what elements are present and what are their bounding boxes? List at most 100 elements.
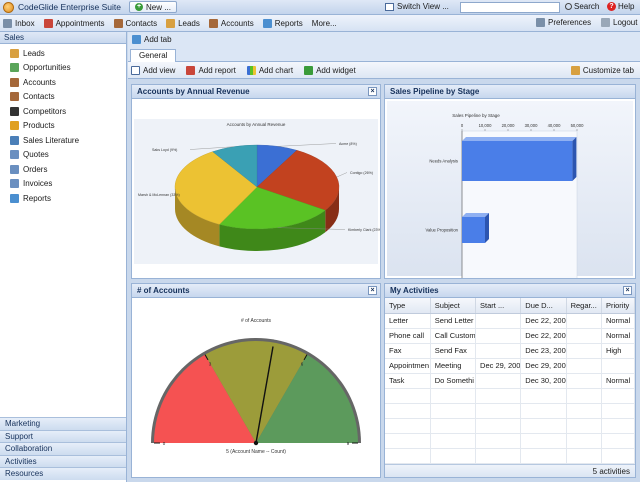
add-chart-label: Add chart (258, 65, 294, 75)
sidebar-item-contacts[interactable]: Contacts (0, 90, 126, 105)
table-cell: Normal (601, 328, 636, 344)
table-cell (475, 328, 522, 344)
table-row[interactable]: Letter Send Letter Dec 22, 200 Normal (385, 313, 636, 329)
bar-tick-label: 50,000 (571, 123, 584, 128)
table-row[interactable]: Appointmen Meeting Dec 29, 200 Dec 29, 200 (385, 358, 636, 374)
close-icon[interactable]: × (623, 286, 632, 295)
sidebar-item-leads[interactable]: Leads (0, 46, 126, 61)
widget-icon (304, 65, 314, 75)
sidebar-section-resources[interactable]: Resources (0, 467, 126, 480)
orders-icon (10, 164, 19, 174)
sidebar-item-quotes[interactable]: Quotes (0, 148, 126, 163)
add-tab-button[interactable]: Add tab (128, 32, 640, 46)
pie-label-leader (174, 188, 177, 195)
sidebar-item-orders[interactable]: Orders (0, 162, 126, 177)
accounts-gauge-chart: # of Accounts 0 3 6 9 5 (Account Name -- Co… (151, 318, 361, 455)
close-icon[interactable]: × (368, 87, 377, 96)
sidebar-item-accounts[interactable]: Accounts (0, 75, 126, 90)
window-icon (385, 2, 394, 11)
gauge-tick (303, 354, 308, 361)
nav-item-inbox[interactable]: Inbox (3, 18, 35, 28)
competitor-icon (10, 106, 19, 116)
sidebar-section-collaboration[interactable]: Collaboration (0, 442, 126, 455)
table-cell (385, 388, 431, 404)
table-cell (475, 403, 522, 419)
column-header[interactable]: Priority (601, 298, 636, 314)
add-report-button[interactable]: Add report (186, 65, 236, 75)
tab-general[interactable]: General (130, 49, 177, 62)
column-header[interactable]: Type (385, 298, 431, 314)
contacts-book-icon (10, 92, 19, 102)
preferences-button[interactable]: Preferences (536, 18, 591, 27)
sidebar-item-label: Products (23, 121, 55, 131)
empty-row (385, 448, 636, 464)
add-tab-label: Add tab (144, 34, 172, 44)
table-row[interactable]: Phone call Call Custom Dec 22, 200 Normal (385, 328, 636, 344)
add-chart-button[interactable]: Add chart (246, 65, 294, 75)
table-cell: Meeting (430, 358, 477, 374)
customize-tab-label: Customize tab (582, 65, 634, 75)
table-cell (601, 418, 636, 434)
add-view-button[interactable]: Add view (131, 65, 176, 75)
switch-view-button[interactable]: Switch View ... (385, 2, 449, 11)
nav-item-appointments[interactable]: Appointments (43, 18, 105, 28)
nav-item-more[interactable]: More... (312, 19, 337, 28)
column-header[interactable]: Start ... (475, 298, 522, 314)
table-cell: Send Letter (430, 313, 477, 329)
sidebar-item-label: Reports (23, 193, 52, 203)
search-input[interactable] (460, 2, 560, 13)
gauge-tick-label: 3 (209, 361, 212, 366)
sidebar-item-label: Competitors (23, 106, 67, 116)
table-row[interactable]: Task Do Somethi Dec 30, 200 Normal (385, 373, 636, 389)
sidebar-title[interactable]: Sales (0, 32, 126, 44)
nav-item-leads[interactable]: Leads (166, 18, 200, 28)
pie-slice (212, 144, 258, 188)
logout-button[interactable]: Logout (601, 18, 637, 27)
search-button[interactable]: Search (565, 2, 599, 11)
table-cell: Dec 29, 200 (520, 358, 567, 374)
sidebar-section-support[interactable]: Support (0, 429, 126, 442)
sidebar-item-label: Sales Literature (23, 135, 80, 145)
help-button[interactable]: ? Help (607, 2, 634, 11)
sidebar-section-marketing[interactable]: Marketing (0, 417, 126, 430)
new-button[interactable]: + New ... (129, 1, 177, 13)
pie-chart-title: Accounts by Annual Revenue (227, 122, 286, 127)
app-logo-icon (3, 1, 14, 13)
add-widget-button[interactable]: Add widget (304, 65, 356, 75)
preferences-label: Preferences (548, 18, 592, 27)
bar-chart-title: Sales Pipeline by Stage (452, 113, 500, 118)
add-report-label: Add report (198, 65, 236, 75)
column-header[interactable]: Regar... (566, 298, 602, 314)
pie-slice-label: Contigo (26%) (350, 171, 373, 175)
pipeline-bar-chart: Sales Pipeline by Stage 0 10,000 20,000 30,… (387, 101, 633, 280)
sidebar-item-invoices[interactable]: Invoices (0, 177, 126, 192)
sidebar-item-sales-literature[interactable]: Sales Literature (0, 133, 126, 148)
close-icon[interactable]: × (368, 286, 377, 295)
help-icon: ? (607, 2, 616, 11)
column-header[interactable]: Subject (430, 298, 477, 314)
reports-icon (262, 18, 272, 28)
add-view-label: Add view (143, 65, 176, 75)
sidebar-item-competitors[interactable]: Competitors (0, 104, 126, 119)
table-cell (520, 448, 567, 464)
nav-item-contacts[interactable]: Contacts (113, 18, 157, 28)
add-widget-label: Add widget (316, 65, 356, 75)
bar-top-face (462, 137, 577, 141)
sidebar-section-activities[interactable]: Activities (0, 454, 126, 467)
sidebar-item-products[interactable]: Products (0, 119, 126, 134)
sidebar-item-label: Opportunities (23, 63, 71, 73)
gauge-caption: 5 (Account Name -- Count) (226, 449, 286, 455)
table-row[interactable]: Fax Send Fax Dec 23, 200 High (385, 343, 636, 359)
table-cell (520, 403, 567, 419)
table-cell (475, 448, 522, 464)
customize-tab-button[interactable]: Customize tab (570, 65, 634, 75)
nav-item-reports[interactable]: Reports (262, 18, 303, 28)
sidebar-item-opportunities[interactable]: Opportunities (0, 61, 126, 76)
table-cell (475, 343, 522, 359)
gauge-tick-label: 6 (301, 361, 304, 366)
sidebar-item-reports[interactable]: Reports (0, 191, 126, 206)
nav-item-accounts[interactable]: Accounts (208, 18, 254, 28)
sidebar-item-label: Quotes (23, 150, 49, 160)
column-header[interactable]: Due D... (520, 298, 567, 314)
gauge-pivot (253, 440, 259, 446)
